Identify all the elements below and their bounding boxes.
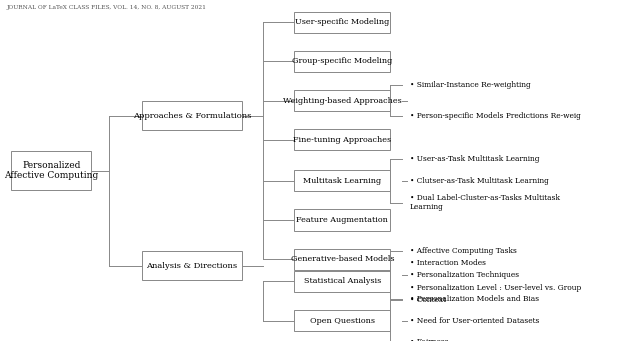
Text: • Personalization Techniques: • Personalization Techniques xyxy=(410,271,519,279)
Text: Fine-tuning Approaches: Fine-tuning Approaches xyxy=(293,136,392,144)
Text: • Similar-Instance Re-weighting: • Similar-Instance Re-weighting xyxy=(410,81,531,89)
Text: • Personalization Level : User-level vs. Group: • Personalization Level : User-level vs.… xyxy=(410,284,581,292)
FancyBboxPatch shape xyxy=(12,151,92,190)
Text: • Clutser-as-Task Multitask Learning: • Clutser-as-Task Multitask Learning xyxy=(410,177,548,185)
Text: • Person-specific Models Predictions Re-weig: • Person-specific Models Predictions Re-… xyxy=(410,112,580,120)
Text: Personalized
Affective Computing: Personalized Affective Computing xyxy=(4,161,99,180)
Text: • Fairness: • Fairness xyxy=(410,338,448,341)
Text: Group-specific Modeling: Group-specific Modeling xyxy=(292,57,392,65)
FancyBboxPatch shape xyxy=(294,209,390,231)
FancyBboxPatch shape xyxy=(294,129,390,150)
Text: Weighting-based Approaches: Weighting-based Approaches xyxy=(283,97,402,105)
Text: • Dual Label-Cluster-as-Tasks Multitask
Learning: • Dual Label-Cluster-as-Tasks Multitask … xyxy=(410,194,559,211)
FancyBboxPatch shape xyxy=(294,51,390,72)
Text: • Need for User-oriented Datasets: • Need for User-oriented Datasets xyxy=(410,316,539,325)
FancyBboxPatch shape xyxy=(294,271,390,292)
Text: • Affective Computing Tasks: • Affective Computing Tasks xyxy=(410,247,516,255)
Text: Statistical Analysis: Statistical Analysis xyxy=(304,277,381,285)
Text: Approaches & Formulations: Approaches & Formulations xyxy=(133,112,251,120)
Text: Analysis & Directions: Analysis & Directions xyxy=(147,262,237,270)
Text: Open Questions: Open Questions xyxy=(310,316,375,325)
FancyBboxPatch shape xyxy=(142,252,241,280)
FancyBboxPatch shape xyxy=(142,102,241,130)
Text: Multitask Learning: Multitask Learning xyxy=(303,177,381,185)
FancyBboxPatch shape xyxy=(294,249,390,270)
Text: • Personalization Models and Bias: • Personalization Models and Bias xyxy=(410,295,539,303)
Text: Generative-based Models: Generative-based Models xyxy=(291,255,394,263)
Text: Feature Augmentation: Feature Augmentation xyxy=(296,216,388,224)
FancyBboxPatch shape xyxy=(294,310,390,331)
Text: • User-as-Task Multitask Learning: • User-as-Task Multitask Learning xyxy=(410,154,539,163)
Text: • Interaction Modes: • Interaction Modes xyxy=(410,259,486,267)
FancyBboxPatch shape xyxy=(294,170,390,191)
Text: • Context: • Context xyxy=(410,296,445,304)
Text: JOURNAL OF LaTeX CLASS FILES, VOL. 14, NO. 8, AUGUST 2021: JOURNAL OF LaTeX CLASS FILES, VOL. 14, N… xyxy=(6,5,206,10)
FancyBboxPatch shape xyxy=(294,12,390,33)
FancyBboxPatch shape xyxy=(294,90,390,111)
Text: User-specific Modeling: User-specific Modeling xyxy=(295,18,390,26)
